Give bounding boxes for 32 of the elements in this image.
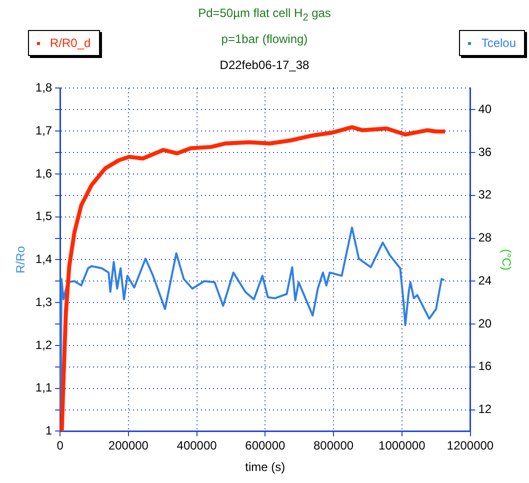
y2-tick-label: 32 xyxy=(478,188,492,202)
y-axis-title: R/Ro xyxy=(14,246,28,274)
text: D22feb06-17_38 xyxy=(218,58,310,72)
y2-tick-label: 12 xyxy=(478,402,492,416)
y-tick-label: 1,8 xyxy=(35,80,52,95)
x-tick-label: 1200000 xyxy=(446,438,494,453)
y2-tick-label: 20 xyxy=(478,316,492,330)
y-tick-label: 1,2 xyxy=(35,338,52,352)
x-tick-label: 600000 xyxy=(245,438,286,453)
y2-tick-label: 16 xyxy=(478,359,492,374)
x-tick-label: 400000 xyxy=(176,438,218,453)
x-tick-label: 1000000 xyxy=(378,438,426,453)
y-tick-label: 1 xyxy=(45,424,52,438)
x-tick-label: 800000 xyxy=(314,438,354,453)
x-axis-title: time (s) xyxy=(245,460,286,474)
chart-title: Pd=50µm flat cell H$_{2}$ gas xyxy=(197,6,332,24)
y-tick-label: 1,7 xyxy=(35,123,52,138)
chart-subtitle: p=1bar (flowing) xyxy=(221,32,308,46)
y2-tick-label: 40 xyxy=(478,102,492,116)
y2-tick-label: 28 xyxy=(478,230,492,245)
y2-axis-title: (°C) xyxy=(499,248,514,270)
y-tick-label: 1,3 xyxy=(35,294,52,309)
y-tick-label: 1,6 xyxy=(35,166,52,180)
y-tick-label: 1,5 xyxy=(35,209,52,224)
x-tick-label: 0 xyxy=(56,438,64,453)
x-tick-label: 200000 xyxy=(108,438,149,453)
legend-label: R/R0_d xyxy=(50,36,91,50)
y2-tick-label: 24 xyxy=(478,273,492,288)
y2-tick-label: 36 xyxy=(478,144,492,159)
y-tick-label: 1,1 xyxy=(35,380,52,395)
y-tick-label: 1,4 xyxy=(35,252,52,266)
legend-label: Tcelou xyxy=(481,36,516,50)
